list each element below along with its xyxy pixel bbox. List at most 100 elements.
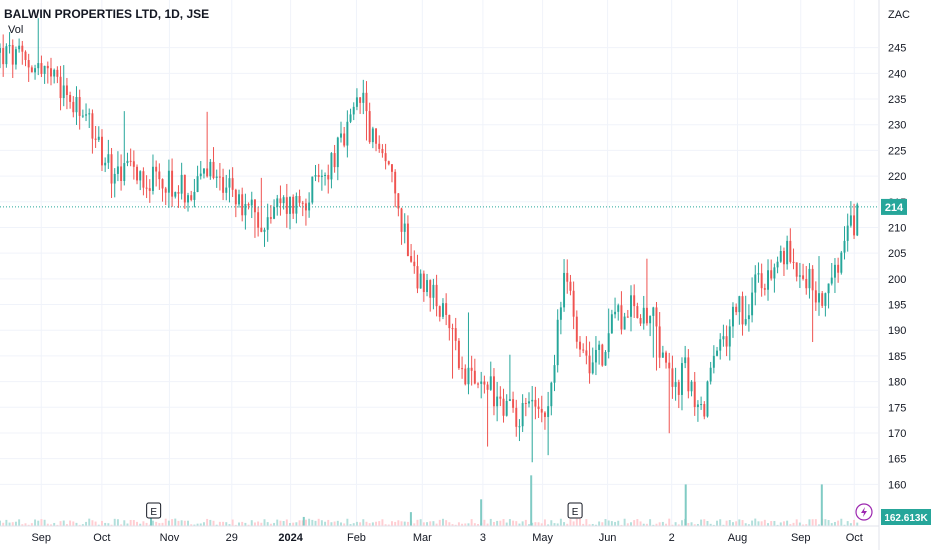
candle-body: [665, 352, 668, 363]
candle-body: [830, 277, 833, 284]
candle-body: [700, 404, 703, 406]
candle-body: [773, 267, 776, 279]
volume-bar: [371, 522, 374, 526]
volume-bar: [543, 519, 546, 526]
volume-bar: [776, 524, 779, 526]
grid: [0, 0, 878, 526]
volume-bar: [636, 519, 639, 526]
candle-body: [645, 307, 648, 324]
volume-bar: [461, 523, 464, 526]
volume-bar: [273, 522, 276, 526]
candle-body: [292, 196, 295, 214]
volume-bar: [375, 521, 378, 526]
volume-bar: [658, 522, 661, 526]
candle-body: [225, 187, 228, 193]
earnings-marker[interactable]: [146, 502, 162, 519]
candle-body: [34, 68, 37, 73]
volume-bar: [183, 520, 186, 526]
volume-bar: [5, 519, 8, 526]
volume-bar: [378, 521, 381, 526]
volume-bar: [46, 523, 49, 526]
volume-bar: [655, 523, 658, 526]
y-tick-label: 160: [888, 479, 906, 491]
candle-body: [518, 426, 521, 428]
x-tick-label: Feb: [347, 532, 366, 544]
volume-bar: [668, 518, 671, 526]
y-tick-label: 175: [888, 402, 906, 414]
candle-body: [104, 162, 107, 166]
candle-body: [652, 307, 655, 316]
volume-bar: [441, 518, 444, 526]
candle-body: [263, 229, 266, 232]
volume-bar: [464, 523, 467, 526]
candle-body: [457, 340, 460, 369]
volume-bar: [818, 524, 820, 526]
volume-bar: [180, 520, 183, 526]
volume-bar: [451, 524, 454, 526]
volume-bar: [209, 519, 212, 526]
candle-body: [550, 382, 553, 407]
candle-body: [346, 121, 349, 146]
candle-body: [438, 306, 441, 317]
volume-bar: [145, 522, 148, 526]
volume-bar: [843, 524, 846, 526]
candle-body: [617, 305, 620, 312]
volume-bar: [846, 521, 849, 526]
volume-bar: [298, 520, 301, 526]
volume-bar: [486, 523, 489, 526]
volume-bar: [830, 523, 833, 526]
volume-bar: [24, 523, 27, 526]
candle-body: [690, 381, 693, 392]
candle-body: [770, 270, 773, 279]
candle-body: [43, 65, 46, 74]
earnings-marker[interactable]: [567, 502, 583, 519]
candle-body: [113, 173, 116, 184]
volume-bar: [687, 523, 690, 526]
candle-body: [416, 266, 419, 289]
earnings-marker-label: E: [150, 507, 157, 518]
x-tick-label: May: [532, 532, 553, 544]
volume-bar: [499, 520, 502, 526]
candle-body: [397, 193, 400, 209]
volume-bar: [327, 519, 330, 526]
candle-body: [642, 307, 645, 324]
candle-body: [492, 376, 495, 407]
volume-bar: [285, 519, 288, 526]
volume-bar: [391, 521, 393, 526]
volume-bar: [448, 522, 451, 526]
candle-body: [610, 314, 613, 334]
volume-bar: [429, 521, 432, 526]
y-tick-label: 205: [888, 248, 906, 260]
volume-bar: [591, 524, 594, 526]
volume-bar: [362, 519, 365, 526]
volume-bar: [352, 523, 355, 526]
volume-bar: [65, 524, 68, 526]
volume-bar: [2, 522, 5, 526]
volume-bar: [355, 521, 358, 526]
candle-body: [59, 76, 62, 99]
volume-bar: [528, 524, 530, 526]
volume-bar: [814, 519, 817, 526]
candle-body: [355, 97, 358, 107]
candle-body: [515, 407, 518, 427]
volume-bar: [257, 521, 260, 526]
volume-bar: [406, 521, 409, 526]
candle-body: [671, 368, 674, 387]
volume-bar: [833, 521, 836, 526]
y-tick-label: 200: [888, 274, 906, 286]
candle-body: [531, 399, 534, 402]
candle-body: [139, 171, 142, 181]
candle-body: [260, 227, 263, 232]
volume-bar: [681, 520, 683, 526]
candle-body: [413, 261, 416, 267]
volume-bar: [282, 521, 285, 526]
volume-bar: [397, 520, 400, 526]
candle-body: [190, 195, 193, 200]
candle-body: [483, 381, 486, 385]
volume-bar: [837, 520, 840, 526]
candle-body: [359, 97, 362, 103]
candle-body: [696, 404, 699, 408]
volume-bar: [728, 520, 731, 526]
